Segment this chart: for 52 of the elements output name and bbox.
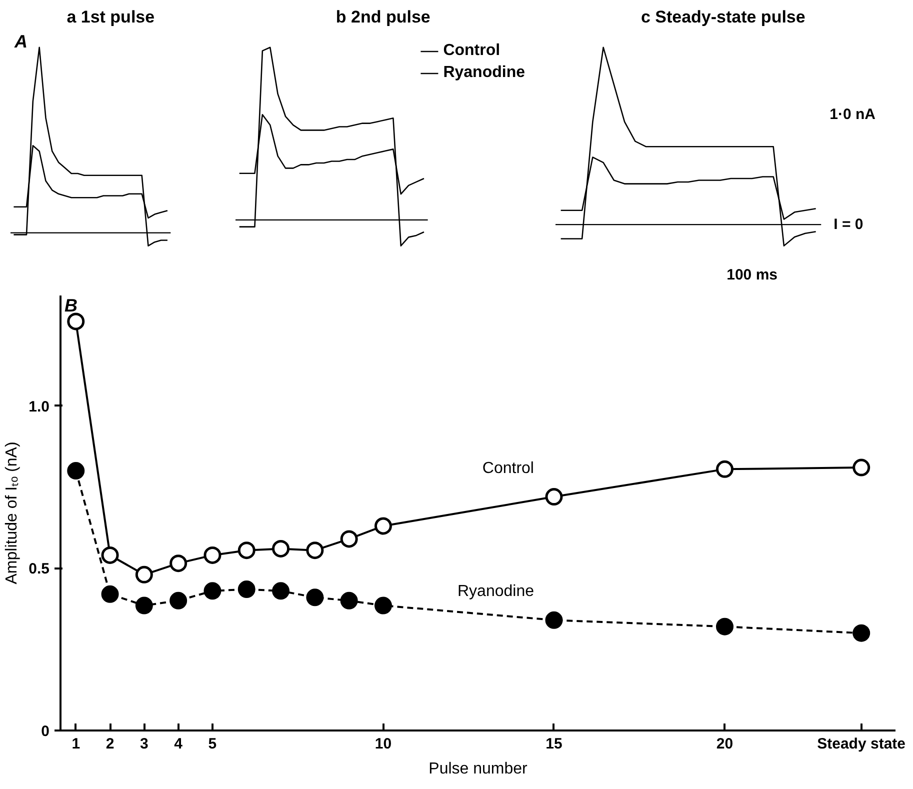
x-tick-label: 20 — [716, 736, 734, 752]
point — [170, 554, 188, 572]
point — [545, 488, 563, 506]
point — [204, 546, 222, 564]
text: I = 0 — [834, 216, 864, 234]
point — [852, 624, 870, 642]
annotation: B — [64, 296, 78, 316]
point — [306, 588, 324, 606]
point — [374, 596, 392, 614]
point — [101, 546, 119, 564]
point — [170, 592, 188, 610]
point — [135, 566, 153, 584]
series-label: Control — [482, 460, 534, 477]
point — [374, 517, 392, 535]
x-tick-label: Steady state — [817, 736, 906, 752]
x-tick-label: 4 — [174, 736, 184, 752]
chart-title: c Steady-state pulse — [640, 8, 806, 26]
text: 100 ms — [726, 266, 778, 284]
point — [716, 618, 734, 636]
point — [135, 596, 153, 614]
x-tick-label: 2 — [106, 736, 114, 752]
point — [716, 460, 734, 478]
text: 1·0 nA — [830, 106, 876, 124]
point — [101, 585, 119, 603]
x-tick-label: 10 — [374, 736, 392, 752]
legend-label: Ryanodine — [443, 64, 525, 82]
point — [852, 458, 870, 476]
point — [340, 530, 358, 548]
point — [272, 540, 290, 558]
chart-title: b 2nd pulse — [336, 8, 430, 26]
x-tick-label: 3 — [140, 736, 148, 752]
point — [306, 542, 324, 560]
x-axis-title: Pulse number — [428, 760, 528, 778]
annotation: A — [14, 32, 28, 52]
x-tick-label: 5 — [208, 736, 217, 752]
point — [67, 462, 85, 480]
point — [67, 312, 85, 330]
series-label: Ryanodine — [457, 583, 534, 600]
point — [340, 592, 358, 610]
y-tick-label: 0 — [41, 723, 50, 740]
point — [272, 582, 290, 600]
x-tick-label: 15 — [546, 736, 562, 752]
point — [238, 580, 256, 598]
point — [545, 611, 563, 629]
y-tick-label: 1.0 — [28, 398, 50, 416]
y-tick-label: 0.5 — [28, 560, 50, 578]
chart-title: a 1st pulse — [66, 8, 155, 26]
legend-label: Control — [443, 42, 500, 60]
x-tick-label: 1 — [72, 736, 80, 752]
point — [238, 542, 256, 560]
point — [204, 582, 222, 600]
y-axis-title: Amplitude of Iₜₒ (nA) — [4, 442, 21, 584]
